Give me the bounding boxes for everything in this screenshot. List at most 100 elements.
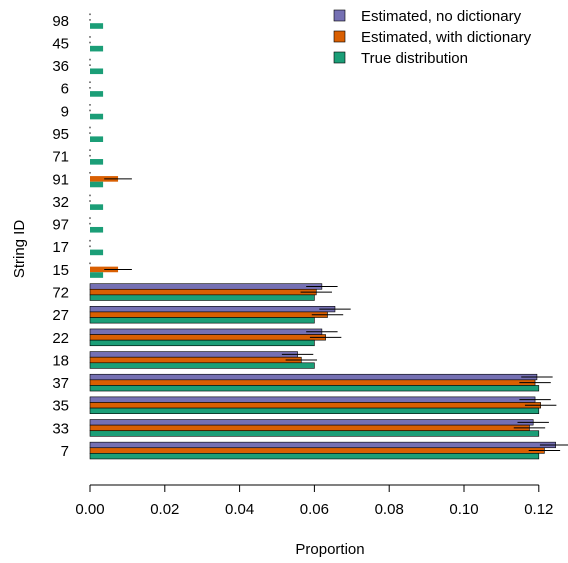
- bar-true-distribution-71: [90, 159, 104, 165]
- bar-zero-1-6: [89, 87, 91, 89]
- bar-true-distribution-6: [90, 91, 104, 97]
- y-tick-label: 37: [52, 375, 69, 392]
- bar-estimated-no-dictionary-72: [89, 283, 323, 290]
- bar-estimated-with-dictionary-7: [89, 447, 545, 454]
- bar-true-distribution-36: [90, 68, 104, 75]
- y-tick-label: 71: [52, 149, 69, 166]
- x-tick-label: 0.12: [524, 501, 553, 518]
- y-tick-label: 15: [52, 262, 69, 279]
- x-axis: 0.00 0.02 0.04 0.06 0.08 0.10 0.12: [75, 484, 553, 518]
- bar-zero-0-15: [89, 262, 91, 265]
- bar-zero-1-95: [89, 132, 91, 134]
- bar-estimated-with-dictionary-18: [89, 356, 302, 364]
- bar-zero-0-6: [89, 81, 91, 84]
- bar-estimated-with-dictionary-27: [89, 311, 328, 318]
- y-tick-labels: 98 45 36 6 9 95 71 91 32 97 17 15 72 27 22 18 37 35 33 7: [52, 13, 69, 460]
- bar-true-distribution-9: [90, 113, 104, 120]
- legend-swatch-1: [333, 30, 346, 43]
- y-tick-label: 9: [61, 103, 69, 120]
- y-axis-title: String ID: [11, 220, 28, 279]
- bar-true-distribution-35: [89, 407, 540, 414]
- bar-estimated-no-dictionary-35: [89, 396, 536, 403]
- bar-zero-1-97: [89, 222, 91, 225]
- y-tick-label: 35: [52, 398, 69, 415]
- y-tick-label: 45: [52, 35, 69, 52]
- y-tick-label: 18: [52, 352, 69, 369]
- y-tick-label: 27: [52, 307, 69, 324]
- bar-true-distribution-45: [90, 45, 104, 52]
- bar-true-distribution-27: [89, 317, 315, 324]
- bar-zero-1-17: [89, 245, 91, 248]
- y-tick-label: 91: [52, 171, 69, 188]
- bars-layer: [89, 13, 556, 460]
- legend-label-1: Estimated, with dictionary: [361, 29, 532, 46]
- bar-estimated-with-dictionary-22: [89, 334, 326, 341]
- x-tick-label: 0.00: [75, 501, 104, 518]
- bar-estimated-with-dictionary-72: [89, 288, 317, 296]
- bar-true-distribution-91: [90, 181, 104, 188]
- bar-zero-0-95: [89, 126, 91, 129]
- bar-true-distribution-32: [90, 204, 104, 210]
- bar-estimated-with-dictionary-33: [89, 424, 530, 432]
- bar-estimated-with-dictionary-35: [89, 402, 541, 409]
- y-tick-label: 32: [52, 194, 69, 211]
- bar-estimated-no-dictionary-22: [89, 328, 323, 335]
- y-tick-label: 7: [61, 443, 69, 460]
- x-tick-label: 0.02: [150, 501, 179, 518]
- bar-estimated-with-dictionary-37: [89, 379, 536, 386]
- bar-true-distribution-22: [89, 339, 315, 347]
- bar-true-distribution-15: [90, 272, 104, 278]
- y-tick-label: 33: [52, 420, 69, 437]
- legend-swatch-2: [333, 51, 346, 64]
- y-tick-label: 6: [61, 81, 69, 98]
- bar-zero-0-97: [89, 217, 91, 219]
- bar-zero-1-98: [89, 19, 91, 21]
- bar-true-distribution-37: [89, 385, 540, 392]
- bar-zero-1-32: [89, 200, 91, 202]
- bar-zero-1-36: [89, 64, 91, 66]
- error-bars-layer: [104, 178, 568, 452]
- y-tick-label: 36: [52, 58, 69, 75]
- bar-true-distribution-18: [89, 362, 315, 369]
- bar-zero-0-45: [89, 36, 91, 38]
- legend-swatch-0: [333, 9, 346, 22]
- x-tick-label: 0.04: [225, 501, 254, 518]
- bar-estimated-no-dictionary-27: [89, 306, 336, 313]
- y-tick-label: 97: [52, 217, 69, 234]
- bar-true-distribution-95: [90, 136, 104, 142]
- bar-estimated-with-dictionary-91: [90, 176, 119, 182]
- y-tick-label: 95: [52, 126, 69, 143]
- bar-zero-1-45: [89, 41, 91, 44]
- bar-zero-0-32: [89, 194, 91, 197]
- y-tick-label: 72: [52, 284, 69, 301]
- x-tick-label: 0.08: [375, 501, 404, 518]
- bar-estimated-no-dictionary-18: [89, 351, 298, 358]
- bar-estimated-no-dictionary-37: [89, 373, 538, 381]
- x-tick-label: 0.06: [300, 501, 329, 518]
- y-tick-label: 98: [52, 13, 69, 30]
- legend-label-0: Estimated, no dictionary: [361, 8, 522, 25]
- legend: Estimated, no dictionary Estimated, with …: [333, 8, 532, 67]
- legend-label-2: True distribution: [361, 50, 468, 67]
- bar-true-distribution-7: [89, 453, 540, 460]
- bar-zero-1-71: [89, 154, 91, 157]
- bar-zero-0-71: [89, 149, 91, 151]
- bar-zero-0-17: [89, 239, 91, 242]
- bar-zero-1-9: [89, 109, 91, 112]
- bar-zero-0-91: [89, 171, 91, 174]
- bar-estimated-no-dictionary-7: [89, 441, 556, 449]
- bar-true-distribution-97: [90, 226, 104, 233]
- bar-estimated-with-dictionary-15: [90, 266, 119, 273]
- y-tick-label: 22: [52, 330, 69, 347]
- bar-true-distribution-17: [90, 249, 104, 256]
- y-tick-label: 17: [52, 239, 69, 256]
- bar-true-distribution-98: [90, 23, 104, 29]
- x-axis-title: Proportion: [295, 541, 364, 558]
- bar-true-distribution-72: [89, 294, 315, 301]
- bar-estimated-no-dictionary-33: [89, 419, 534, 426]
- bar-zero-0-98: [89, 13, 91, 16]
- bar-zero-0-9: [89, 104, 91, 106]
- bar-zero-0-36: [89, 58, 91, 61]
- bar-true-distribution-33: [89, 430, 540, 437]
